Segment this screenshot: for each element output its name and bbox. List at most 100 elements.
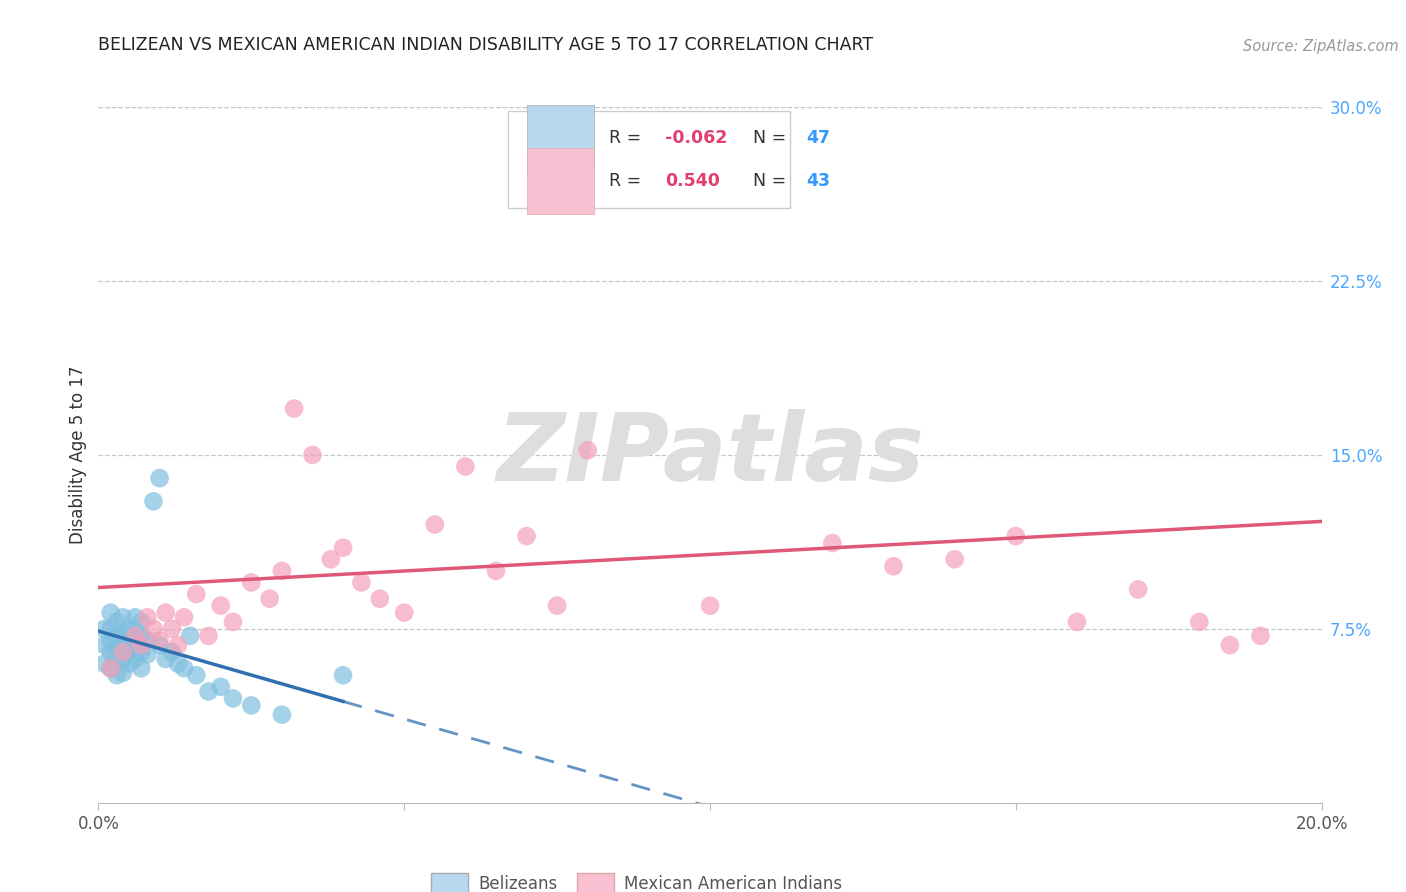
Text: N =: N = xyxy=(752,171,792,190)
Point xyxy=(883,559,905,574)
Legend: Belizeans, Mexican American Indians: Belizeans, Mexican American Indians xyxy=(425,867,849,892)
Point xyxy=(105,668,128,682)
Point xyxy=(129,629,152,643)
Point xyxy=(93,622,115,636)
Point xyxy=(111,640,134,655)
Point xyxy=(129,615,152,629)
Point xyxy=(759,142,782,156)
Point xyxy=(332,668,354,682)
Point xyxy=(197,629,219,643)
Point xyxy=(546,599,568,613)
Point xyxy=(155,652,177,666)
Point xyxy=(124,652,146,666)
Point xyxy=(516,529,538,543)
Point xyxy=(454,459,477,474)
Y-axis label: Disability Age 5 to 17: Disability Age 5 to 17 xyxy=(69,366,87,544)
Point xyxy=(240,575,263,590)
Point xyxy=(1188,615,1211,629)
Point xyxy=(149,633,172,648)
Point xyxy=(350,575,373,590)
Point xyxy=(105,638,128,652)
Point xyxy=(332,541,354,555)
Point xyxy=(124,624,146,639)
Text: -0.062: -0.062 xyxy=(665,128,727,147)
Point xyxy=(100,645,122,659)
Point xyxy=(186,668,208,682)
Point xyxy=(118,657,141,671)
Point xyxy=(576,443,599,458)
Point xyxy=(222,691,245,706)
Point xyxy=(699,599,721,613)
Text: Source: ZipAtlas.com: Source: ZipAtlas.com xyxy=(1243,38,1399,54)
Point xyxy=(155,606,177,620)
Point xyxy=(821,536,844,550)
Point xyxy=(392,606,416,620)
Point xyxy=(167,638,190,652)
Point xyxy=(197,684,219,698)
Text: 0.540: 0.540 xyxy=(665,171,720,190)
Point xyxy=(118,622,141,636)
Point xyxy=(129,638,152,652)
Point xyxy=(209,680,232,694)
Point xyxy=(1128,582,1150,597)
Point xyxy=(283,401,305,416)
Text: 43: 43 xyxy=(807,171,831,190)
Point xyxy=(93,638,115,652)
Point xyxy=(105,649,128,664)
Point xyxy=(259,591,281,606)
Point xyxy=(319,552,342,566)
Point xyxy=(160,622,183,636)
Point xyxy=(637,181,661,195)
Point xyxy=(160,645,183,659)
Point xyxy=(167,657,190,671)
Point xyxy=(301,448,323,462)
Point xyxy=(129,661,152,675)
Point xyxy=(124,638,146,652)
Point xyxy=(1066,615,1088,629)
Point xyxy=(270,707,292,722)
Text: N =: N = xyxy=(752,128,792,147)
Point xyxy=(124,610,146,624)
Point xyxy=(943,552,966,566)
Point xyxy=(111,652,134,666)
Point xyxy=(209,599,232,613)
Point xyxy=(129,645,152,659)
Point xyxy=(142,494,165,508)
Point xyxy=(1219,638,1241,652)
Point xyxy=(423,517,446,532)
Point xyxy=(111,645,134,659)
Point xyxy=(136,633,159,648)
Point xyxy=(1249,629,1271,643)
Point xyxy=(179,629,201,643)
Point xyxy=(118,645,141,659)
FancyBboxPatch shape xyxy=(508,111,790,208)
Point xyxy=(368,591,391,606)
Point xyxy=(100,661,122,675)
Text: 47: 47 xyxy=(807,128,831,147)
Point xyxy=(100,622,122,636)
FancyBboxPatch shape xyxy=(527,147,593,214)
FancyBboxPatch shape xyxy=(527,104,593,171)
Text: ZIPatlas: ZIPatlas xyxy=(496,409,924,501)
Point xyxy=(124,629,146,643)
Point xyxy=(136,610,159,624)
Point xyxy=(270,564,292,578)
Point xyxy=(485,564,508,578)
Point xyxy=(240,698,263,713)
Text: R =: R = xyxy=(609,128,647,147)
Point xyxy=(111,665,134,680)
Point xyxy=(105,615,128,629)
Point xyxy=(111,626,134,640)
Point xyxy=(136,648,159,662)
Point xyxy=(111,610,134,624)
Point xyxy=(186,587,208,601)
Point xyxy=(222,615,245,629)
Point xyxy=(173,661,195,675)
Text: R =: R = xyxy=(609,171,652,190)
Point xyxy=(142,622,165,636)
Point xyxy=(149,471,172,485)
Point xyxy=(105,629,128,643)
Point xyxy=(1004,529,1026,543)
Point xyxy=(100,633,122,648)
Point xyxy=(149,638,172,652)
